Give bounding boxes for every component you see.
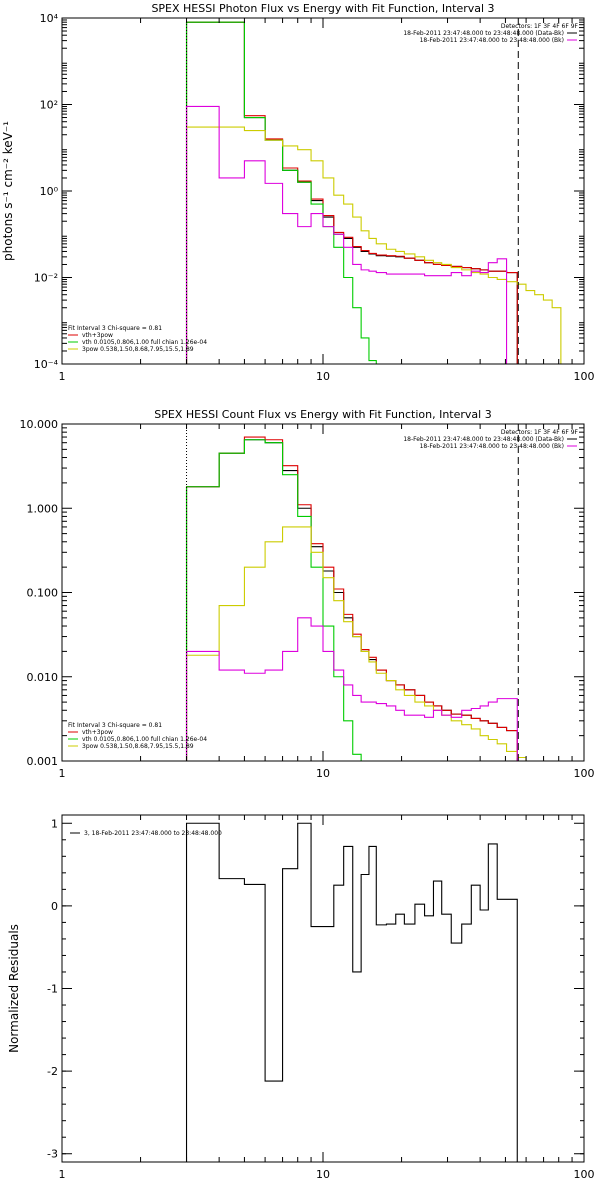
legend-entry-label: 18-Feb-2011 23:47:48.000 to 23:48:48.000… [403,436,564,443]
legend-entry-label: vth+3pow [82,332,113,339]
legend-entry-label: 18-Feb-2011 23:47:48.000 to 23:48:48.000… [403,30,564,37]
legend-entry-label: 3, 18-Feb-2011 23:47:48.000 to 23:48:48.… [84,830,222,837]
x-tick-label: 100 [574,370,595,383]
y-tick-label: 10⁻⁴ [34,358,59,371]
legend-entry-label: Detectors: 1F 3F 4F 6F 9F [501,23,579,30]
y-tick-label: 0 [51,900,58,913]
series-line-1 [185,822,518,1162]
x-tick-label: 10 [316,1168,330,1181]
x-tick-label: 1 [59,767,66,780]
series-line-2 [185,21,518,364]
x-tick-label: 100 [574,1168,595,1181]
y-tick-label: 10⁴ [40,12,59,25]
y-axis-label: Normalized Residuals [7,924,21,1053]
y-tick-label: -3 [47,1148,58,1161]
series-line-3 [185,21,377,364]
y-tick-label: -1 [47,983,58,996]
y-tick-label: 10² [40,99,58,112]
legend-entry-label: 18-Feb-2011 23:47:48.000 to 23:48:48.000… [420,37,564,44]
legend-entry-label: vth 0.0105,0.806,1.00 full chian 1.26e-0… [82,736,207,743]
x-tick-label: 1 [59,1168,66,1181]
y-axis-label: photons s⁻¹ cm⁻² keV⁻¹ [1,121,15,261]
chart-panel-3: Normalized Residuals 1 10 100 -3 -2 -1 0 1 3, 18-… [7,814,595,1181]
legend-entry-label: 3pow 0.538,1.50,8.68,7.95,15.5,1.89 [82,346,194,353]
y-tick-label: -2 [47,1065,58,1078]
y-tick-label: 0.010 [27,671,59,684]
y-tick-label: 10⁻² [34,272,58,285]
y-tick-label: 0.100 [27,587,59,600]
y-tick-label: 0.001 [27,755,59,768]
series-line-5 [185,105,508,364]
x-tick-label: 1 [59,370,66,383]
legend-entry-label: Fit Interval 3 Chi-square = 0.81 [68,325,162,332]
legend-entry-label: 3pow 0.538,1.50,8.68,7.95,15.5,1.89 [82,743,194,750]
series-line-4 [185,526,536,761]
legend-entry-label: Fit Interval 3 Chi-square = 0.81 [68,722,162,729]
plot-frame [61,17,585,365]
chart-panel-2: SPEX HESSI Count Flux vs Energy with Fit… [20,408,595,780]
series-line-3 [185,439,370,761]
chart-panel-1: SPEX HESSI Photon Flux vs Energy with Fi… [1,2,595,383]
legend-entry-label: Detectors: 1F 3F 4F 6F 9F [501,429,579,436]
x-tick-label: 10 [316,370,330,383]
y-tick-label: 10.000 [20,418,59,431]
chart-title: SPEX HESSI Photon Flux vs Energy with Fi… [151,2,494,15]
legend-entry-label: vth+3pow [82,729,113,736]
series-line-1 [185,439,518,761]
y-tick-label: 10⁰ [40,185,59,198]
legend-entry-label: vth 0.0105,0.806,1.00 full chian 1.26e-0… [82,339,207,346]
series-line-1 [185,21,518,364]
x-tick-label: 10 [316,767,330,780]
y-tick-label: 1.000 [27,502,59,515]
series-line-4 [185,126,562,364]
series-line-2 [185,436,518,761]
x-tick-label: 100 [574,767,595,780]
plot-frame [61,814,585,1163]
series-line-5 [185,617,518,761]
chart-title: SPEX HESSI Count Flux vs Energy with Fit… [154,408,491,421]
legend-entry-label: 18-Feb-2011 23:47:48.000 to 23:48:48.000… [420,443,564,450]
y-tick-label: 1 [51,817,58,830]
